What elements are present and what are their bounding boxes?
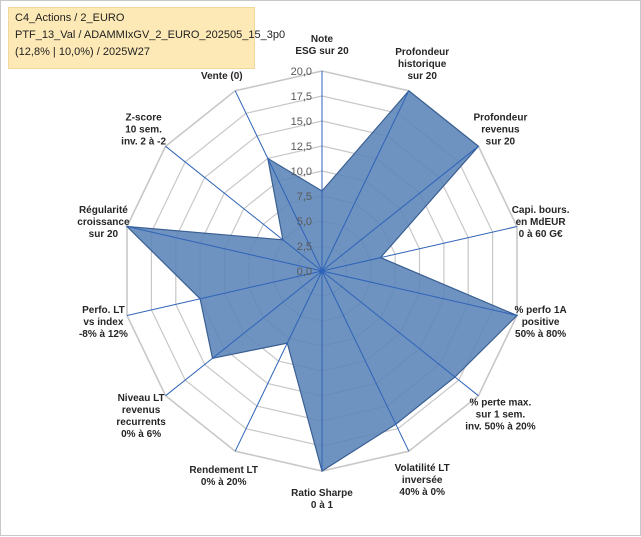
radar-spokes — [126, 71, 518, 471]
axis-label-line: en MdEUR — [516, 217, 567, 228]
axis-label-line: Profondeur — [473, 113, 527, 124]
axis-spoke — [165, 270, 323, 397]
tick-label: 20,0 — [291, 66, 312, 78]
axis-label-line: ESG sur 20 — [295, 46, 349, 57]
axis-label-line: sur 20 — [89, 229, 119, 240]
info-line-3: (12,8% | 10,0%) / 2025W27 — [15, 46, 150, 58]
tick-label: 12,5 — [291, 141, 312, 153]
axis-label-line: 0 à 60 G€ — [519, 229, 563, 240]
axis-label-line: 0 à 1 — [311, 500, 334, 511]
axis-spoke — [321, 145, 479, 272]
axis-spoke — [126, 270, 323, 316]
axis-label-line: positive — [522, 317, 560, 328]
axis-label-line: % perfo 1A — [514, 305, 566, 316]
axis-label-line: Vente (0) — [201, 71, 243, 82]
axis-spoke — [126, 226, 323, 272]
tick-label: 0,0 — [297, 266, 312, 278]
axis-label-line: Profondeur — [395, 47, 449, 58]
axis-spoke — [321, 226, 518, 272]
tick-label: 7,5 — [297, 191, 312, 203]
axis-label-line: Niveau LT — [118, 393, 165, 404]
tick-label: 10,0 — [291, 166, 312, 178]
axis-label-line: Régularité — [79, 205, 128, 216]
axis-label-line: sur 20 — [486, 137, 516, 148]
axis-label-line: inv. 2 à -2 — [121, 137, 166, 148]
axis-spoke — [321, 270, 410, 452]
axis-label-line: historique — [398, 59, 447, 70]
axis-label-line: recurrents — [116, 417, 166, 428]
axis-spoke — [321, 270, 518, 316]
tick-label: 2,5 — [297, 241, 312, 253]
axis-spoke — [321, 270, 479, 397]
axis-label-line: Z-score — [126, 113, 163, 124]
axis-label-line: revenus — [481, 125, 520, 136]
axis-label-line: revenus — [122, 405, 161, 416]
axis-label-line: 0% à 20% — [201, 477, 247, 488]
tick-label: 17,5 — [291, 91, 312, 103]
axis-label-line: vs index — [83, 317, 123, 328]
axis-label-line: Volatilité LT — [395, 463, 450, 474]
axis-label-line: -8% à 12% — [79, 329, 128, 340]
axis-label-line: sur 1 sem. — [476, 409, 526, 420]
axis-label-line: croissance — [77, 217, 130, 228]
axis-label-line: sur 20 — [407, 71, 437, 82]
axis-spoke — [234, 90, 323, 272]
axis-label: % perte max.sur 1 sem.inv. 50% à 20% — [465, 397, 536, 432]
axis-label-line: 50% à 80% — [515, 329, 566, 340]
axis-label-line: 40% à 0% — [399, 487, 445, 498]
portfolio-info-box: C4_Actions / 2_EURO PTF_13_Val / ADAMMIx… — [8, 7, 285, 69]
axis-spoke — [234, 270, 323, 452]
tick-label: 5,0 — [297, 216, 312, 228]
axis-label: Rendement LT0% à 20% — [189, 465, 258, 488]
axis-label-line: % perte max. — [470, 397, 532, 408]
tick-label: 15,0 — [291, 116, 312, 128]
axis-label-line: Perfo. LT — [82, 305, 125, 316]
info-line-1: C4_Actions / 2_EURO — [15, 12, 125, 24]
info-line-2: PTF_13_Val / ADAMMIxGV_2_EURO_202505_15_… — [15, 29, 286, 41]
axis-label-line: Ratio Sharpe — [291, 488, 353, 499]
axis-spoke — [321, 90, 410, 272]
radial-tick-labels: 0,0 2,5 5,0 7,5 10,0 12,5 15,0 17,5 20,0 — [291, 66, 312, 278]
axis-label-line: Note — [311, 34, 334, 45]
axis-label-line: Capi. bours. — [512, 205, 570, 216]
axis-label-line: inv. 50% à 20% — [465, 421, 536, 432]
axis-label-line: 10 sem. — [125, 125, 162, 136]
axis-label-line: inversée — [402, 475, 443, 486]
axis-spoke — [165, 145, 323, 272]
axis-label-line: 0% à 6% — [121, 429, 161, 440]
axis-label-line: Rendement LT — [189, 465, 258, 476]
